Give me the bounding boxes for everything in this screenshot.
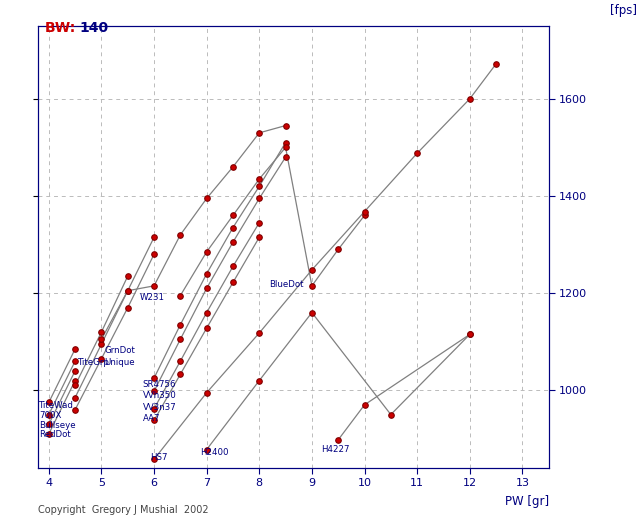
Text: W231: W231 xyxy=(139,293,165,303)
Point xyxy=(333,245,343,254)
Text: AA7: AA7 xyxy=(142,414,160,423)
Point xyxy=(149,387,159,395)
Point xyxy=(43,398,54,407)
Text: PW [gr]: PW [gr] xyxy=(505,495,549,508)
Point xyxy=(122,272,133,280)
Point xyxy=(175,231,186,239)
Point xyxy=(254,218,264,227)
Point xyxy=(254,175,264,183)
Point xyxy=(43,410,54,419)
Point xyxy=(202,324,212,332)
Text: RedDot: RedDot xyxy=(40,431,71,439)
Point xyxy=(70,357,80,366)
Point xyxy=(202,388,212,397)
Text: H4227: H4227 xyxy=(322,445,350,454)
Point xyxy=(281,153,291,161)
Point xyxy=(464,95,475,103)
Point xyxy=(254,376,264,385)
Point xyxy=(70,376,80,385)
Point xyxy=(464,330,475,339)
Point xyxy=(464,330,475,339)
Point xyxy=(307,266,317,274)
Point xyxy=(149,250,159,258)
Text: Bullseye: Bullseye xyxy=(40,421,76,430)
Point xyxy=(202,446,212,454)
Point xyxy=(175,291,186,300)
Point xyxy=(254,233,264,241)
Point xyxy=(70,406,80,414)
Text: VV3n37: VV3n37 xyxy=(142,403,176,412)
Point xyxy=(491,60,501,68)
Text: 140: 140 xyxy=(80,21,109,35)
Point xyxy=(254,128,264,137)
Text: Vel
[fps]: Vel [fps] xyxy=(610,0,637,17)
Point xyxy=(202,248,212,256)
Point xyxy=(43,430,54,438)
Point xyxy=(254,329,264,337)
Point xyxy=(228,211,238,219)
Point xyxy=(228,238,238,246)
Point xyxy=(96,335,107,343)
Point xyxy=(96,355,107,363)
Point xyxy=(281,138,291,147)
Point xyxy=(70,345,80,353)
Point xyxy=(175,320,186,329)
Point xyxy=(228,224,238,232)
Point xyxy=(175,357,186,366)
Point xyxy=(70,367,80,375)
Point xyxy=(96,340,107,348)
Point xyxy=(175,335,186,343)
Point xyxy=(149,374,159,382)
Point xyxy=(359,401,369,409)
Text: H2400: H2400 xyxy=(200,448,229,457)
Point xyxy=(359,207,369,216)
Point xyxy=(202,269,212,278)
Point xyxy=(202,284,212,292)
Point xyxy=(70,394,80,402)
Point xyxy=(281,144,291,152)
Text: SR4756: SR4756 xyxy=(142,380,176,389)
Point xyxy=(149,233,159,241)
Point xyxy=(122,287,133,295)
Point xyxy=(202,308,212,317)
Point xyxy=(149,405,159,413)
Text: BW:: BW: xyxy=(45,21,80,35)
Point xyxy=(412,149,422,158)
Text: TiteGrp: TiteGrp xyxy=(78,358,110,367)
Point xyxy=(281,121,291,129)
Point xyxy=(307,308,317,317)
Text: HS7: HS7 xyxy=(150,453,167,462)
Point xyxy=(254,194,264,203)
Point xyxy=(122,304,133,312)
Point xyxy=(122,287,133,295)
Point xyxy=(228,163,238,171)
Point xyxy=(149,455,159,463)
Text: 700X: 700X xyxy=(40,411,62,420)
Text: VVh350: VVh350 xyxy=(142,391,176,400)
Text: BlueDot: BlueDot xyxy=(269,280,303,289)
Point xyxy=(307,282,317,290)
Text: GrnDot: GrnDot xyxy=(104,346,135,355)
Point xyxy=(228,278,238,287)
Point xyxy=(96,328,107,336)
Point xyxy=(386,410,396,419)
Point xyxy=(149,282,159,290)
Text: TiteWad: TiteWad xyxy=(40,401,74,410)
Point xyxy=(202,194,212,203)
Point xyxy=(175,370,186,379)
Point xyxy=(43,420,54,428)
Point xyxy=(70,381,80,389)
Point xyxy=(149,416,159,424)
Text: Copyright  Gregory J Mushial  2002: Copyright Gregory J Mushial 2002 xyxy=(38,505,209,515)
Point xyxy=(254,182,264,190)
Point xyxy=(333,436,343,444)
Point xyxy=(359,211,369,219)
Text: Unique: Unique xyxy=(104,358,135,367)
Point xyxy=(228,262,238,270)
